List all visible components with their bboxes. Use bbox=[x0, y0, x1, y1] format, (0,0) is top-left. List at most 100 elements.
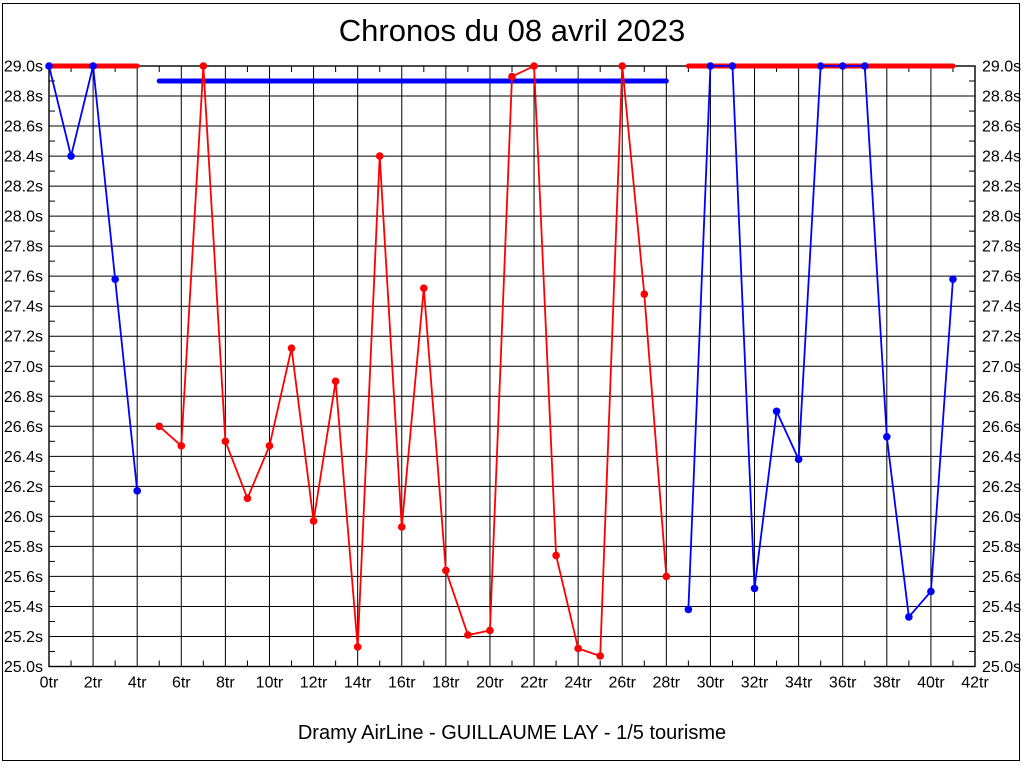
red-lap-times-point bbox=[552, 551, 560, 560]
x-axis-tick-label: 2tr bbox=[84, 675, 103, 692]
red-lap-times-point bbox=[353, 643, 362, 651]
y-axis-tick-label-left: 26.6s bbox=[4, 419, 43, 436]
plot-border bbox=[48, 65, 976, 668]
y-axis-tick-label-left: 26.8s bbox=[4, 389, 43, 406]
x-axis-tick-label: 8tr bbox=[216, 675, 235, 692]
y-axis-tick-label-right: 25.4s bbox=[982, 599, 1021, 616]
x-axis-tick-label: 40tr bbox=[917, 675, 945, 692]
x-axis-tick-label: 12tr bbox=[300, 675, 328, 692]
blue-lap-times-point bbox=[706, 62, 715, 70]
blue-lap-times-point bbox=[772, 407, 781, 416]
blue-lap-times-point bbox=[794, 455, 803, 464]
red-lap-times-point bbox=[442, 566, 450, 575]
red-lap-times-point bbox=[508, 72, 516, 81]
red-lap-times-point bbox=[221, 437, 230, 446]
y-axis-tick-label-left: 27.2s bbox=[4, 329, 43, 346]
y-axis-tick-label-right: 28.0s bbox=[982, 209, 1021, 226]
red-lap-times-point bbox=[420, 284, 428, 292]
y-axis-tick-label-right: 26.6s bbox=[982, 419, 1021, 436]
y-axis-tick-label-left: 28.8s bbox=[4, 89, 43, 106]
blue-lap-times-point bbox=[905, 613, 913, 621]
page-border-frame bbox=[2, 3, 1020, 761]
y-axis-tick-label-left: 26.0s bbox=[4, 509, 43, 526]
x-axis-tick-label: 26tr bbox=[608, 675, 636, 692]
y-axis-tick-label-left: 26.2s bbox=[4, 479, 43, 496]
red-lap-times-point bbox=[243, 494, 252, 503]
y-axis-tick-label-right: 28.6s bbox=[982, 119, 1021, 136]
y-axis-tick-label-left: 25.4s bbox=[4, 599, 43, 616]
y-axis-tick-label-left: 29.0s bbox=[4, 59, 43, 76]
y-axis-tick-label-left: 27.4s bbox=[4, 299, 43, 316]
y-axis-tick-label-right: 27.2s bbox=[982, 329, 1021, 346]
red-lap-times-point bbox=[265, 442, 274, 450]
blue-lap-times-point bbox=[838, 62, 847, 70]
y-axis-tick-label-right: 27.0s bbox=[982, 359, 1021, 376]
blue-lap-times-point bbox=[67, 152, 75, 160]
red-lap-times-point bbox=[287, 344, 296, 353]
blue-lap-times-line bbox=[687, 65, 954, 618]
y-axis-tick-label-left: 28.6s bbox=[4, 119, 43, 136]
y-axis-tick-label-right: 27.8s bbox=[982, 239, 1021, 256]
y-axis-tick-label-left: 27.0s bbox=[4, 359, 43, 376]
red-lap-times-point bbox=[199, 62, 208, 70]
y-axis-tick-label-left: 25.6s bbox=[4, 569, 43, 586]
x-axis-tick-label: 20tr bbox=[476, 675, 504, 692]
x-axis-tick-label: 28tr bbox=[653, 675, 681, 692]
blue-lap-times-point bbox=[111, 275, 119, 283]
y-axis-tick-label-right: 25.0s bbox=[982, 659, 1021, 676]
y-axis-tick-label-right: 26.0s bbox=[982, 509, 1021, 526]
y-axis-tick-label-left: 28.0s bbox=[4, 209, 43, 226]
red-lap-times-point bbox=[464, 631, 472, 639]
y-axis-tick-label-right: 27.4s bbox=[982, 299, 1021, 316]
red-lap-times-point bbox=[662, 572, 671, 581]
blue-lap-times-point bbox=[949, 275, 957, 283]
red-lap-times-point bbox=[309, 517, 318, 525]
blue-lap-times-point bbox=[750, 584, 759, 593]
blue-lap-times-point bbox=[927, 587, 935, 596]
red-lap-times-point bbox=[640, 290, 649, 298]
red-lap-times-point bbox=[596, 652, 604, 660]
red-lap-times-point bbox=[155, 422, 164, 431]
y-axis-tick-label-left: 28.4s bbox=[4, 149, 43, 166]
x-axis-tick-label: 4tr bbox=[128, 675, 147, 692]
x-axis-tick-label: 36tr bbox=[829, 675, 857, 692]
x-axis-tick-label: 34tr bbox=[785, 675, 813, 692]
x-axis-tick-label: 30tr bbox=[697, 675, 725, 692]
y-axis-tick-label-right: 28.8s bbox=[982, 89, 1021, 106]
blue-lap-times-point bbox=[45, 62, 53, 70]
y-axis-tick-label-left: 25.2s bbox=[4, 629, 43, 646]
red-lap-times-point bbox=[574, 644, 582, 653]
chart-caption: Dramy AirLine - GUILLAUME LAY - 1/5 tour… bbox=[297, 722, 727, 744]
x-axis-tick-label: 32tr bbox=[741, 675, 769, 692]
y-axis-tick-label-right: 28.2s bbox=[982, 179, 1021, 196]
y-axis-tick-label-right: 28.4s bbox=[982, 149, 1021, 166]
y-axis-tick-label-left: 27.6s bbox=[4, 269, 43, 286]
y-axis-tick-label-right: 26.8s bbox=[982, 389, 1021, 406]
y-axis-tick-label-right: 25.6s bbox=[982, 569, 1021, 586]
x-axis-tick-label: 16tr bbox=[388, 675, 416, 692]
blue-lap-times-point bbox=[89, 62, 97, 70]
red-lap-times-point bbox=[486, 626, 494, 635]
y-axis-tick-label-right: 25.2s bbox=[982, 629, 1021, 646]
red-lap-times-point bbox=[397, 523, 406, 531]
blue-lap-times-point bbox=[816, 62, 825, 70]
chart-title: Chronos du 08 avril 2023 bbox=[338, 13, 686, 48]
y-axis-tick-label-left: 27.8s bbox=[4, 239, 43, 256]
red-lap-times-line bbox=[158, 65, 668, 657]
red-lap-times-point bbox=[618, 62, 627, 70]
red-lap-times-point bbox=[375, 152, 384, 160]
x-axis-tick-label: 22tr bbox=[520, 675, 548, 692]
x-axis-tick-label: 0tr bbox=[40, 675, 59, 692]
y-axis-tick-label-left: 28.2s bbox=[4, 179, 43, 196]
y-axis-tick-label-right: 26.2s bbox=[982, 479, 1021, 496]
y-axis-tick-label-right: 27.6s bbox=[982, 269, 1021, 286]
blue-lap-times-point bbox=[883, 433, 891, 441]
blue-lap-times-point bbox=[728, 62, 737, 70]
x-axis-tick-label: 38tr bbox=[873, 675, 901, 692]
x-axis-tick-label: 24tr bbox=[564, 675, 592, 692]
x-axis-tick-label: 42tr bbox=[961, 675, 989, 692]
x-axis-tick-label: 14tr bbox=[344, 675, 372, 692]
y-axis-tick-label-left: 26.4s bbox=[4, 449, 43, 466]
red-lap-times-point bbox=[530, 62, 538, 70]
